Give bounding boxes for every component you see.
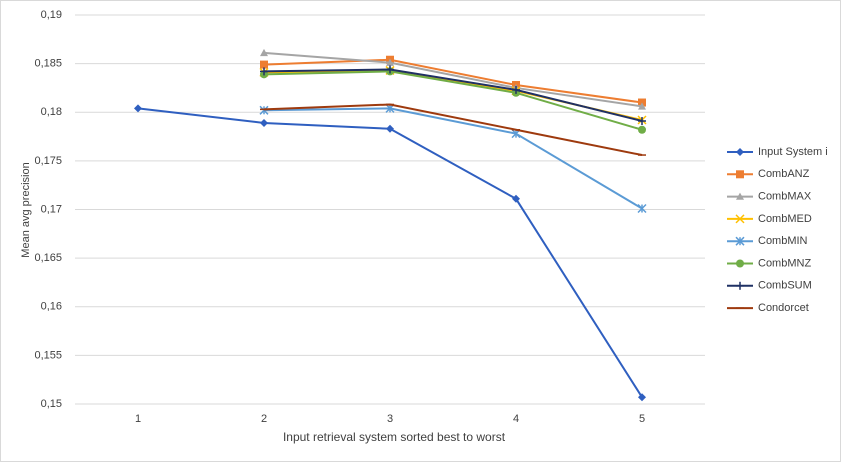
marker	[638, 117, 646, 126]
marker-shape	[134, 104, 142, 113]
series-line	[263, 103, 643, 157]
marker-shape	[638, 125, 646, 134]
marker-shape	[386, 124, 394, 133]
marker	[735, 236, 745, 246]
marker	[260, 67, 268, 76]
series-line	[263, 68, 643, 122]
legend-label: CombMIN	[758, 235, 808, 247]
marker	[260, 60, 268, 69]
marker	[386, 124, 394, 133]
legend-label: Condorcet	[758, 302, 809, 314]
y-tick-label: 0,185	[34, 58, 62, 70]
marker-shape	[638, 102, 646, 110]
x-tick-label: 2	[261, 413, 267, 425]
marker	[386, 65, 394, 74]
y-tick-label: 0,155	[34, 349, 62, 361]
marker-shape	[512, 194, 520, 203]
marker-shape	[638, 393, 646, 402]
marker	[638, 393, 646, 402]
marker	[637, 203, 647, 214]
series-line	[263, 58, 643, 104]
legend-label: CombMED	[758, 213, 812, 225]
marker	[260, 48, 268, 57]
marker	[260, 118, 268, 127]
marker	[638, 125, 646, 134]
series-line	[263, 107, 643, 210]
y-tick-label: 0,19	[41, 9, 62, 21]
marker	[736, 170, 744, 179]
marker-stroke	[735, 214, 745, 224]
marker	[736, 192, 744, 200]
legend-label: CombMAX	[758, 191, 812, 203]
marker-shape	[736, 259, 744, 268]
y-tick-label: 0,175	[34, 155, 62, 167]
marker	[512, 85, 520, 94]
marker	[512, 194, 520, 203]
legend-label: CombMNZ	[758, 257, 811, 269]
y-axis-label: Mean avg precision	[20, 162, 32, 257]
marker	[736, 259, 744, 268]
legend-label: CombANZ	[758, 168, 810, 180]
x-tick-label: 3	[387, 413, 393, 425]
series-line	[263, 70, 643, 131]
series-line	[263, 51, 643, 108]
marker	[736, 148, 744, 156]
marker-shape	[260, 48, 268, 57]
x-tick-label: 5	[639, 413, 645, 425]
x-tick-label: 1	[135, 413, 141, 425]
marker	[736, 281, 744, 290]
marker	[735, 214, 745, 224]
legend-label: CombSUM	[758, 280, 812, 292]
marker-shape	[260, 60, 268, 69]
y-tick-label: 0,17	[41, 203, 62, 215]
marker-shape	[736, 170, 744, 179]
legend-label: Input System i	[758, 146, 828, 158]
marker	[259, 105, 269, 115]
marker-shape	[736, 192, 744, 200]
y-tick-label: 0,16	[41, 301, 62, 313]
marker-shape	[260, 118, 268, 127]
y-tick-label: 0,18	[41, 106, 62, 118]
marker	[638, 102, 646, 110]
marker-shape	[736, 148, 744, 156]
y-tick-label: 0,15	[41, 398, 62, 410]
marker	[386, 58, 394, 66]
x-tick-label: 4	[513, 413, 519, 425]
x-axis-label: Input retrieval system sorted best to wo…	[283, 430, 506, 444]
marker-shape	[386, 58, 394, 66]
marker	[134, 104, 142, 113]
y-tick-label: 0,165	[34, 252, 62, 264]
